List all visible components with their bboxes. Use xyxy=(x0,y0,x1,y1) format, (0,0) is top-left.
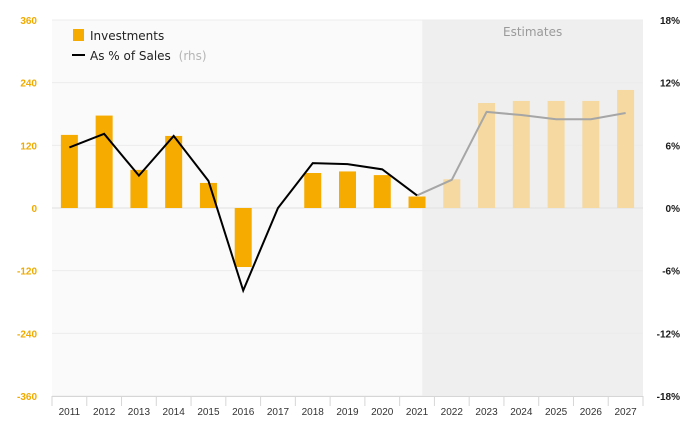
investment-bar xyxy=(373,175,391,208)
left-tick-label: -240 xyxy=(17,329,37,340)
x-tick-label: 2026 xyxy=(580,407,603,418)
investment-bar xyxy=(130,169,148,208)
investment-bar xyxy=(408,196,426,208)
legend-sales-pct-label: As % of Sales (rhs) xyxy=(90,49,207,63)
right-tick-label: 6% xyxy=(666,141,681,152)
x-tick-label: 2022 xyxy=(441,407,464,418)
investment-bars xyxy=(60,89,635,268)
investment-bar xyxy=(512,100,530,208)
x-tick-label: 2018 xyxy=(302,407,325,418)
right-tick-label: 18% xyxy=(660,16,680,27)
legend-investments-label: Investments xyxy=(90,29,164,43)
investment-bar xyxy=(339,171,356,208)
right-tick-label: 0% xyxy=(666,204,681,215)
gridlines xyxy=(51,19,644,406)
legend-rhs-note: (rhs) xyxy=(179,49,207,63)
x-tick-label: 2016 xyxy=(232,407,255,418)
legend-sales-pct-name: As % of Sales xyxy=(90,49,171,63)
investment-bar xyxy=(617,89,635,208)
legend: Investments As % of Sales (rhs) xyxy=(72,29,207,63)
left-tick-label: 120 xyxy=(20,141,37,152)
right-tick-label: -18% xyxy=(657,392,680,403)
left-tick-label: -120 xyxy=(17,267,37,278)
left-tick-label: 360 xyxy=(20,16,37,27)
investment-bar xyxy=(165,135,183,208)
left-tick-label: -360 xyxy=(17,392,37,403)
investment-bar xyxy=(443,179,461,208)
investment-bar xyxy=(478,103,496,208)
x-tick-label: 2025 xyxy=(545,407,568,418)
legend-investments-swatch xyxy=(73,29,84,41)
x-tick-label: 2017 xyxy=(267,407,290,418)
left-axis-tick-labels: -360 -240 -120 0 120 240 360 xyxy=(17,16,37,403)
x-tick-label: 2023 xyxy=(475,407,498,418)
sales-pct-line-estimates xyxy=(416,110,626,197)
investment-bar xyxy=(582,100,600,208)
x-tick-label: 2019 xyxy=(336,407,359,418)
right-tick-label: 12% xyxy=(660,79,680,90)
x-tick-label: 2027 xyxy=(614,407,637,418)
estimates-label: Estimates xyxy=(503,25,562,39)
x-tick-label: 2021 xyxy=(406,407,429,418)
x-tick-label: 2012 xyxy=(93,407,116,418)
sales-pct-line xyxy=(69,110,626,294)
investment-bar xyxy=(234,208,252,268)
x-tick-label: 2013 xyxy=(128,407,151,418)
investment-bar xyxy=(95,115,113,208)
right-axis-tick-labels: -18% -12% -6% 0% 6% 12% 18% xyxy=(657,16,680,403)
x-tick-label: 2024 xyxy=(510,407,533,418)
right-tick-label: -12% xyxy=(657,329,680,340)
investment-bar xyxy=(199,182,217,208)
investment-bar xyxy=(60,134,78,208)
x-axis-tick-labels: 2011 2012 2013 2014 2015 2016 2017 2018 2019 2020… xyxy=(59,407,638,418)
x-tick-label: 2014 xyxy=(163,407,186,418)
x-tick-label: 2011 xyxy=(59,407,81,418)
sales-pct-line-actuals xyxy=(69,132,418,294)
x-tick-label: 2015 xyxy=(197,407,220,418)
right-tick-label: -6% xyxy=(662,267,680,278)
investment-bar xyxy=(547,100,565,208)
left-tick-label: 240 xyxy=(20,79,37,90)
x-tick-label: 2020 xyxy=(371,407,394,418)
left-tick-label: 0 xyxy=(31,204,37,215)
investment-bar xyxy=(304,173,322,208)
